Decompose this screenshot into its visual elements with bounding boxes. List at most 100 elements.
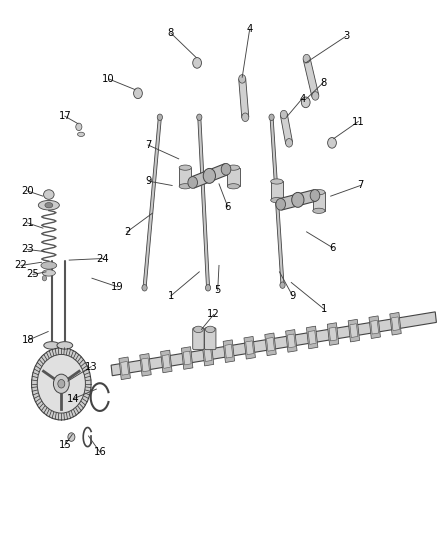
Ellipse shape xyxy=(179,184,191,189)
Ellipse shape xyxy=(45,203,53,208)
Polygon shape xyxy=(308,330,316,344)
Ellipse shape xyxy=(44,342,60,349)
Text: 10: 10 xyxy=(102,74,115,84)
Text: 4: 4 xyxy=(299,94,305,103)
Circle shape xyxy=(286,139,293,147)
Text: 24: 24 xyxy=(97,254,109,263)
Circle shape xyxy=(193,58,201,68)
Circle shape xyxy=(142,285,147,291)
Polygon shape xyxy=(369,316,381,338)
Ellipse shape xyxy=(44,190,54,199)
Polygon shape xyxy=(390,312,401,335)
Circle shape xyxy=(269,114,274,120)
Circle shape xyxy=(221,164,231,175)
Text: 6: 6 xyxy=(330,243,336,253)
Text: 1: 1 xyxy=(168,291,174,301)
Polygon shape xyxy=(111,312,436,376)
Circle shape xyxy=(301,97,310,108)
Polygon shape xyxy=(287,334,295,348)
Polygon shape xyxy=(307,326,318,349)
Ellipse shape xyxy=(41,262,57,269)
Text: 20: 20 xyxy=(21,186,33,196)
Text: 22: 22 xyxy=(14,261,28,270)
Circle shape xyxy=(203,168,215,183)
Ellipse shape xyxy=(42,270,56,276)
Circle shape xyxy=(242,113,249,122)
Text: 16: 16 xyxy=(93,447,106,457)
Ellipse shape xyxy=(227,184,240,189)
Text: 11: 11 xyxy=(352,117,365,126)
Circle shape xyxy=(42,276,46,281)
Circle shape xyxy=(292,192,304,207)
Polygon shape xyxy=(223,340,235,362)
Polygon shape xyxy=(198,117,209,288)
Circle shape xyxy=(310,190,320,201)
Ellipse shape xyxy=(313,208,325,213)
Circle shape xyxy=(303,54,310,63)
Circle shape xyxy=(188,176,198,188)
Polygon shape xyxy=(204,348,212,361)
Polygon shape xyxy=(280,114,293,144)
Polygon shape xyxy=(141,358,149,372)
Text: 2: 2 xyxy=(124,227,130,237)
Polygon shape xyxy=(143,117,161,288)
Circle shape xyxy=(239,75,246,83)
Polygon shape xyxy=(191,164,227,188)
Text: 8: 8 xyxy=(320,78,326,87)
Polygon shape xyxy=(313,192,325,211)
Polygon shape xyxy=(286,329,297,352)
Ellipse shape xyxy=(227,165,240,170)
Text: 14: 14 xyxy=(67,394,80,403)
Polygon shape xyxy=(225,344,233,358)
Circle shape xyxy=(280,110,287,119)
Polygon shape xyxy=(267,337,275,351)
Polygon shape xyxy=(348,319,360,342)
Text: 5: 5 xyxy=(215,286,221,295)
Circle shape xyxy=(157,114,162,120)
Polygon shape xyxy=(202,343,214,366)
Text: 1: 1 xyxy=(321,304,327,314)
Circle shape xyxy=(53,374,69,393)
Polygon shape xyxy=(265,333,276,356)
FancyBboxPatch shape xyxy=(205,328,216,350)
Circle shape xyxy=(58,379,65,388)
Text: 19: 19 xyxy=(111,282,124,292)
Polygon shape xyxy=(227,168,240,187)
Circle shape xyxy=(280,282,285,288)
Text: 8: 8 xyxy=(168,28,174,38)
Text: 3: 3 xyxy=(343,31,349,41)
Text: 18: 18 xyxy=(22,335,35,345)
Circle shape xyxy=(32,348,91,420)
Circle shape xyxy=(312,92,319,100)
Polygon shape xyxy=(392,317,399,330)
Polygon shape xyxy=(280,190,316,210)
Ellipse shape xyxy=(205,326,215,333)
Text: 23: 23 xyxy=(21,245,33,254)
Polygon shape xyxy=(303,58,319,97)
Circle shape xyxy=(205,285,211,291)
Ellipse shape xyxy=(313,190,325,195)
Circle shape xyxy=(276,198,286,210)
Polygon shape xyxy=(329,327,337,341)
Text: 4: 4 xyxy=(247,25,253,34)
Polygon shape xyxy=(239,78,249,118)
Polygon shape xyxy=(350,324,358,337)
Polygon shape xyxy=(271,181,283,200)
Polygon shape xyxy=(246,341,254,354)
Ellipse shape xyxy=(78,132,85,136)
Text: 12: 12 xyxy=(207,310,220,319)
Text: 6: 6 xyxy=(225,202,231,212)
Text: 9: 9 xyxy=(290,291,296,301)
Text: 15: 15 xyxy=(58,440,71,450)
Polygon shape xyxy=(181,346,193,369)
Text: 9: 9 xyxy=(146,176,152,186)
Text: 13: 13 xyxy=(85,362,97,372)
Circle shape xyxy=(134,88,142,99)
Polygon shape xyxy=(327,322,339,345)
Polygon shape xyxy=(121,361,129,375)
Polygon shape xyxy=(183,351,191,365)
Ellipse shape xyxy=(39,200,60,210)
Polygon shape xyxy=(179,168,191,187)
Polygon shape xyxy=(162,354,170,368)
Ellipse shape xyxy=(271,198,283,203)
